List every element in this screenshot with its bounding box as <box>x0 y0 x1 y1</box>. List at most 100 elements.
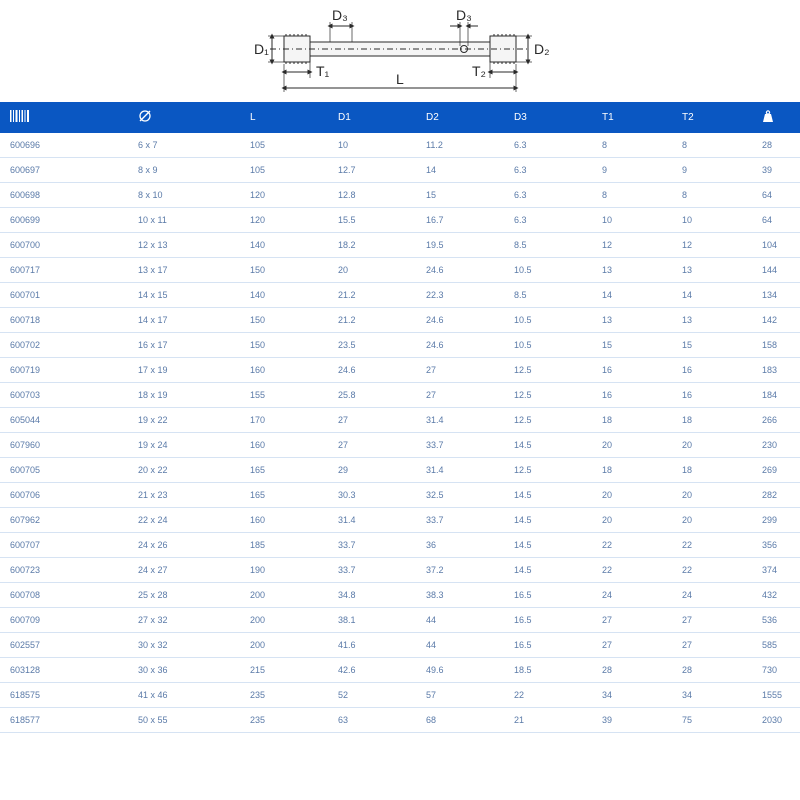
cell-size: 30 x 32 <box>128 633 240 658</box>
svg-text:D₃: D₃ <box>456 7 472 23</box>
cell-T2: 16 <box>672 358 752 383</box>
cell-T1: 8 <box>592 183 672 208</box>
cell-D3: 8.5 <box>504 283 592 308</box>
cell-T2: 22 <box>672 558 752 583</box>
cell-wt: 299 <box>752 508 800 533</box>
cell-D3: 14.5 <box>504 533 592 558</box>
table-row: 60070520 x 221652931.412.51818269 <box>0 458 800 483</box>
cell-D2: 37.2 <box>416 558 504 583</box>
cell-code: 600718 <box>0 308 128 333</box>
cell-T1: 20 <box>592 508 672 533</box>
cell-code: 607962 <box>0 508 128 533</box>
cell-L: 120 <box>240 208 328 233</box>
cell-T2: 14 <box>672 283 752 308</box>
cell-T2: 27 <box>672 633 752 658</box>
table-row: 60070724 x 2618533.73614.52222356 <box>0 533 800 558</box>
cell-size: 50 x 55 <box>128 708 240 733</box>
cell-wt: 64 <box>752 208 800 233</box>
cell-T1: 22 <box>592 533 672 558</box>
cell-D1: 20 <box>328 258 416 283</box>
cell-L: 215 <box>240 658 328 683</box>
cell-D1: 15.5 <box>328 208 416 233</box>
cell-L: 150 <box>240 258 328 283</box>
cell-size: 21 x 23 <box>128 483 240 508</box>
spec-table: LD1D2D3T1T2 6006966 x 71051011.26.388286… <box>0 102 800 733</box>
cell-size: 16 x 17 <box>128 333 240 358</box>
barcode-icon <box>10 110 30 122</box>
cell-T1: 16 <box>592 358 672 383</box>
cell-T2: 8 <box>672 133 752 158</box>
table-row: 60070318 x 1915525.82712.51616184 <box>0 383 800 408</box>
cell-L: 140 <box>240 233 328 258</box>
cell-T2: 13 <box>672 258 752 283</box>
cell-D1: 42.6 <box>328 658 416 683</box>
col-header-T2: T2 <box>672 102 752 133</box>
cell-L: 170 <box>240 408 328 433</box>
cell-D3: 22 <box>504 683 592 708</box>
cell-D1: 23.5 <box>328 333 416 358</box>
cell-wt: 536 <box>752 608 800 633</box>
table-row: 61857750 x 5523563682139752030 <box>0 708 800 733</box>
cell-wt: 158 <box>752 333 800 358</box>
table-row: 60071917 x 1916024.62712.51616183 <box>0 358 800 383</box>
cell-code: 600699 <box>0 208 128 233</box>
cell-size: 14 x 17 <box>128 308 240 333</box>
table-row: 60071713 x 171502024.610.51313144 <box>0 258 800 283</box>
cell-D1: 27 <box>328 408 416 433</box>
cell-D3: 6.3 <box>504 133 592 158</box>
cell-D2: 27 <box>416 358 504 383</box>
cell-T2: 18 <box>672 458 752 483</box>
cell-T2: 8 <box>672 183 752 208</box>
cell-L: 160 <box>240 433 328 458</box>
cell-T1: 27 <box>592 608 672 633</box>
cell-T2: 27 <box>672 608 752 633</box>
cell-D2: 33.7 <box>416 433 504 458</box>
cell-code: 602557 <box>0 633 128 658</box>
cell-D1: 10 <box>328 133 416 158</box>
dimension-diagram: D₁ D₂ D₃ D₃ T₁ T₂ L <box>0 0 800 102</box>
col-header-D1: D1 <box>328 102 416 133</box>
cell-D2: 16.7 <box>416 208 504 233</box>
table-row: 60070621 x 2316530.332.514.52020282 <box>0 483 800 508</box>
cell-T1: 12 <box>592 233 672 258</box>
cell-D2: 15 <box>416 183 504 208</box>
cell-size: 10 x 11 <box>128 208 240 233</box>
cell-D2: 36 <box>416 533 504 558</box>
cell-L: 200 <box>240 608 328 633</box>
cell-code: 600719 <box>0 358 128 383</box>
table-row: 60312830 x 3621542.649.618.52828730 <box>0 658 800 683</box>
cell-L: 185 <box>240 533 328 558</box>
cell-D3: 8.5 <box>504 233 592 258</box>
cell-code: 600703 <box>0 383 128 408</box>
table-row: 60069910 x 1112015.516.76.3101064 <box>0 208 800 233</box>
cell-T1: 15 <box>592 333 672 358</box>
cell-D2: 68 <box>416 708 504 733</box>
cell-L: 160 <box>240 508 328 533</box>
weight-icon <box>762 110 774 122</box>
svg-text:D₁: D₁ <box>254 41 269 57</box>
cell-size: 41 x 46 <box>128 683 240 708</box>
cell-D1: 52 <box>328 683 416 708</box>
cell-D2: 31.4 <box>416 408 504 433</box>
cell-size: 6 x 7 <box>128 133 240 158</box>
cell-L: 150 <box>240 333 328 358</box>
cell-T2: 15 <box>672 333 752 358</box>
cell-D1: 30.3 <box>328 483 416 508</box>
cell-size: 27 x 32 <box>128 608 240 633</box>
cell-size: 19 x 24 <box>128 433 240 458</box>
table-row: 6006966 x 71051011.26.38828 <box>0 133 800 158</box>
cell-D1: 33.7 <box>328 533 416 558</box>
cell-D1: 27 <box>328 433 416 458</box>
cell-size: 30 x 36 <box>128 658 240 683</box>
cell-T1: 20 <box>592 433 672 458</box>
table-header: LD1D2D3T1T2 <box>0 102 800 133</box>
cell-D2: 27 <box>416 383 504 408</box>
cell-wt: 183 <box>752 358 800 383</box>
cell-size: 24 x 27 <box>128 558 240 583</box>
cell-size: 8 x 9 <box>128 158 240 183</box>
cell-size: 13 x 17 <box>128 258 240 283</box>
cell-D3: 6.3 <box>504 158 592 183</box>
cell-T1: 8 <box>592 133 672 158</box>
svg-text:D₂: D₂ <box>534 41 550 57</box>
cell-L: 235 <box>240 683 328 708</box>
